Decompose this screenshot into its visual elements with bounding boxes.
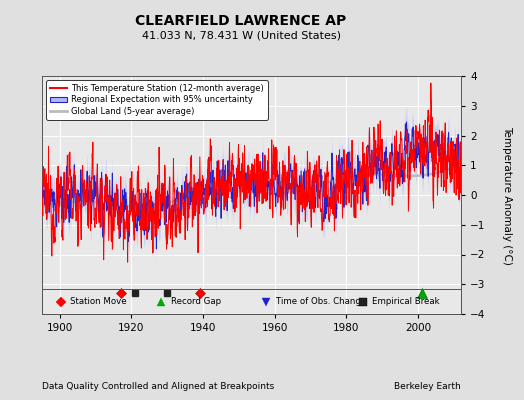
Text: Empirical Break: Empirical Break [372, 297, 440, 306]
Text: CLEARFIELD LAWRENCE AP: CLEARFIELD LAWRENCE AP [135, 14, 347, 28]
Legend: This Temperature Station (12-month average), Regional Expectation with 95% uncer: This Temperature Station (12-month avera… [46, 80, 268, 120]
Text: Data Quality Controlled and Aligned at Breakpoints: Data Quality Controlled and Aligned at B… [42, 382, 274, 391]
Y-axis label: Temperature Anomaly (°C): Temperature Anomaly (°C) [502, 126, 512, 264]
Text: 41.033 N, 78.431 W (United States): 41.033 N, 78.431 W (United States) [141, 30, 341, 40]
Text: Record Gap: Record Gap [171, 297, 221, 306]
Text: Berkeley Earth: Berkeley Earth [395, 382, 461, 391]
Text: Station Move: Station Move [70, 297, 127, 306]
Text: Time of Obs. Change: Time of Obs. Change [276, 297, 366, 306]
